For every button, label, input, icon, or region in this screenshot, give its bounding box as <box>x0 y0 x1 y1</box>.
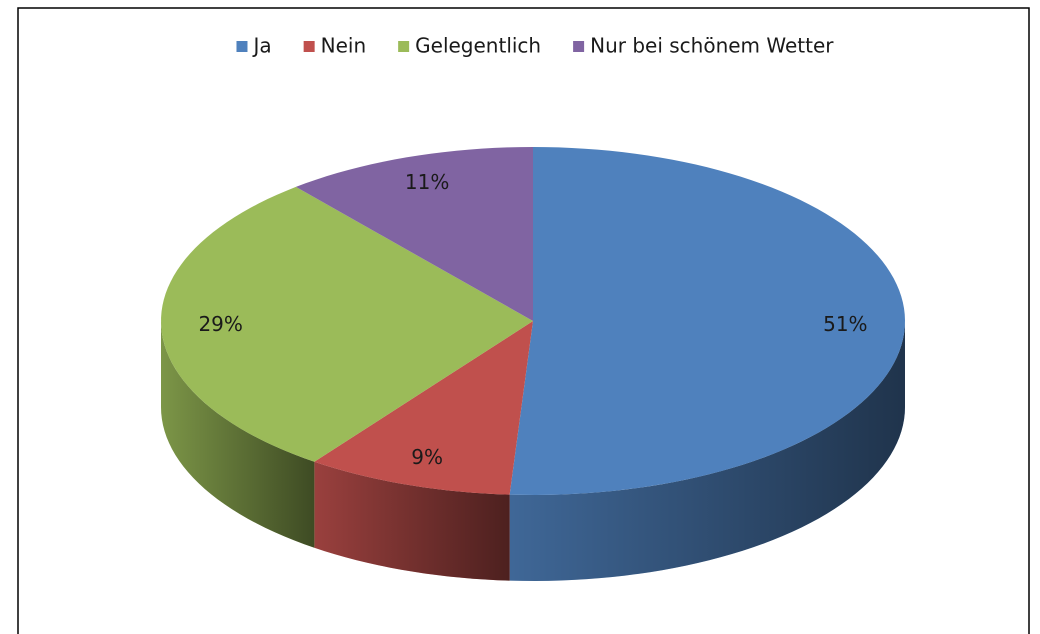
data-label: 29% <box>198 312 242 336</box>
legend-swatch <box>236 41 248 52</box>
data-label: 51% <box>823 312 867 336</box>
legend-swatch <box>573 41 585 52</box>
legend-label: Nein <box>321 34 367 58</box>
slice <box>314 321 533 495</box>
slice-side-shade <box>509 321 905 581</box>
legend-swatch <box>303 41 315 52</box>
slice <box>295 147 533 321</box>
legend-label: Nur bei schönem Wetter <box>590 34 834 58</box>
data-label: 11% <box>405 170 449 194</box>
slice-side-shade <box>314 461 510 581</box>
legend-label: Ja <box>251 34 271 58</box>
slice <box>161 186 534 462</box>
data-label: 9% <box>411 445 443 469</box>
slice <box>509 147 905 495</box>
legend-swatch <box>398 41 410 52</box>
legend-label: Gelegentlich <box>415 34 541 58</box>
slice-side-shade <box>161 321 315 548</box>
